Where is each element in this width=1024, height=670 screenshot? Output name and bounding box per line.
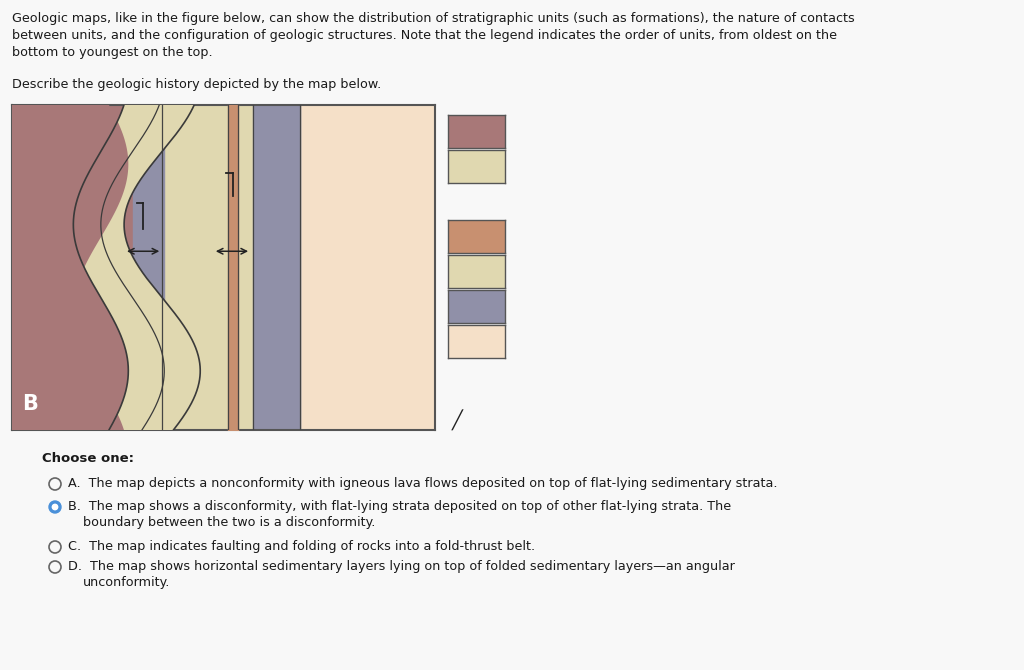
- Text: boundary between the two is a disconformity.: boundary between the two is a disconform…: [83, 516, 376, 529]
- Text: between units, and the configuration of geologic structures. Note that the legen: between units, and the configuration of …: [12, 29, 837, 42]
- Text: bottom to youngest on the top.: bottom to youngest on the top.: [12, 46, 213, 59]
- Text: B: B: [23, 394, 39, 414]
- Text: Describe the geologic history depicted by the map below.: Describe the geologic history depicted b…: [12, 78, 381, 91]
- Polygon shape: [12, 105, 128, 430]
- Circle shape: [52, 505, 57, 510]
- Text: Geologic maps, like in the figure below, can show the distribution of stratigrap: Geologic maps, like in the figure below,…: [12, 12, 855, 25]
- Text: D.  The map shows horizontal sedimentary layers lying on top of folded sedimenta: D. The map shows horizontal sedimentary …: [68, 560, 735, 573]
- Text: unconformity.: unconformity.: [83, 576, 170, 589]
- Text: C.  The map indicates faulting and folding of rocks into a fold-thrust belt.: C. The map indicates faulting and foldin…: [68, 540, 536, 553]
- Text: ╱: ╱: [452, 410, 463, 431]
- Text: B.  The map shows a disconformity, with flat-lying strata deposited on top of ot: B. The map shows a disconformity, with f…: [68, 500, 731, 513]
- Text: Choose one:: Choose one:: [42, 452, 134, 465]
- Text: A.  The map depicts a nonconformity with igneous lava flows deposited on top of : A. The map depicts a nonconformity with …: [68, 477, 777, 490]
- Polygon shape: [74, 105, 201, 430]
- Circle shape: [49, 501, 61, 513]
